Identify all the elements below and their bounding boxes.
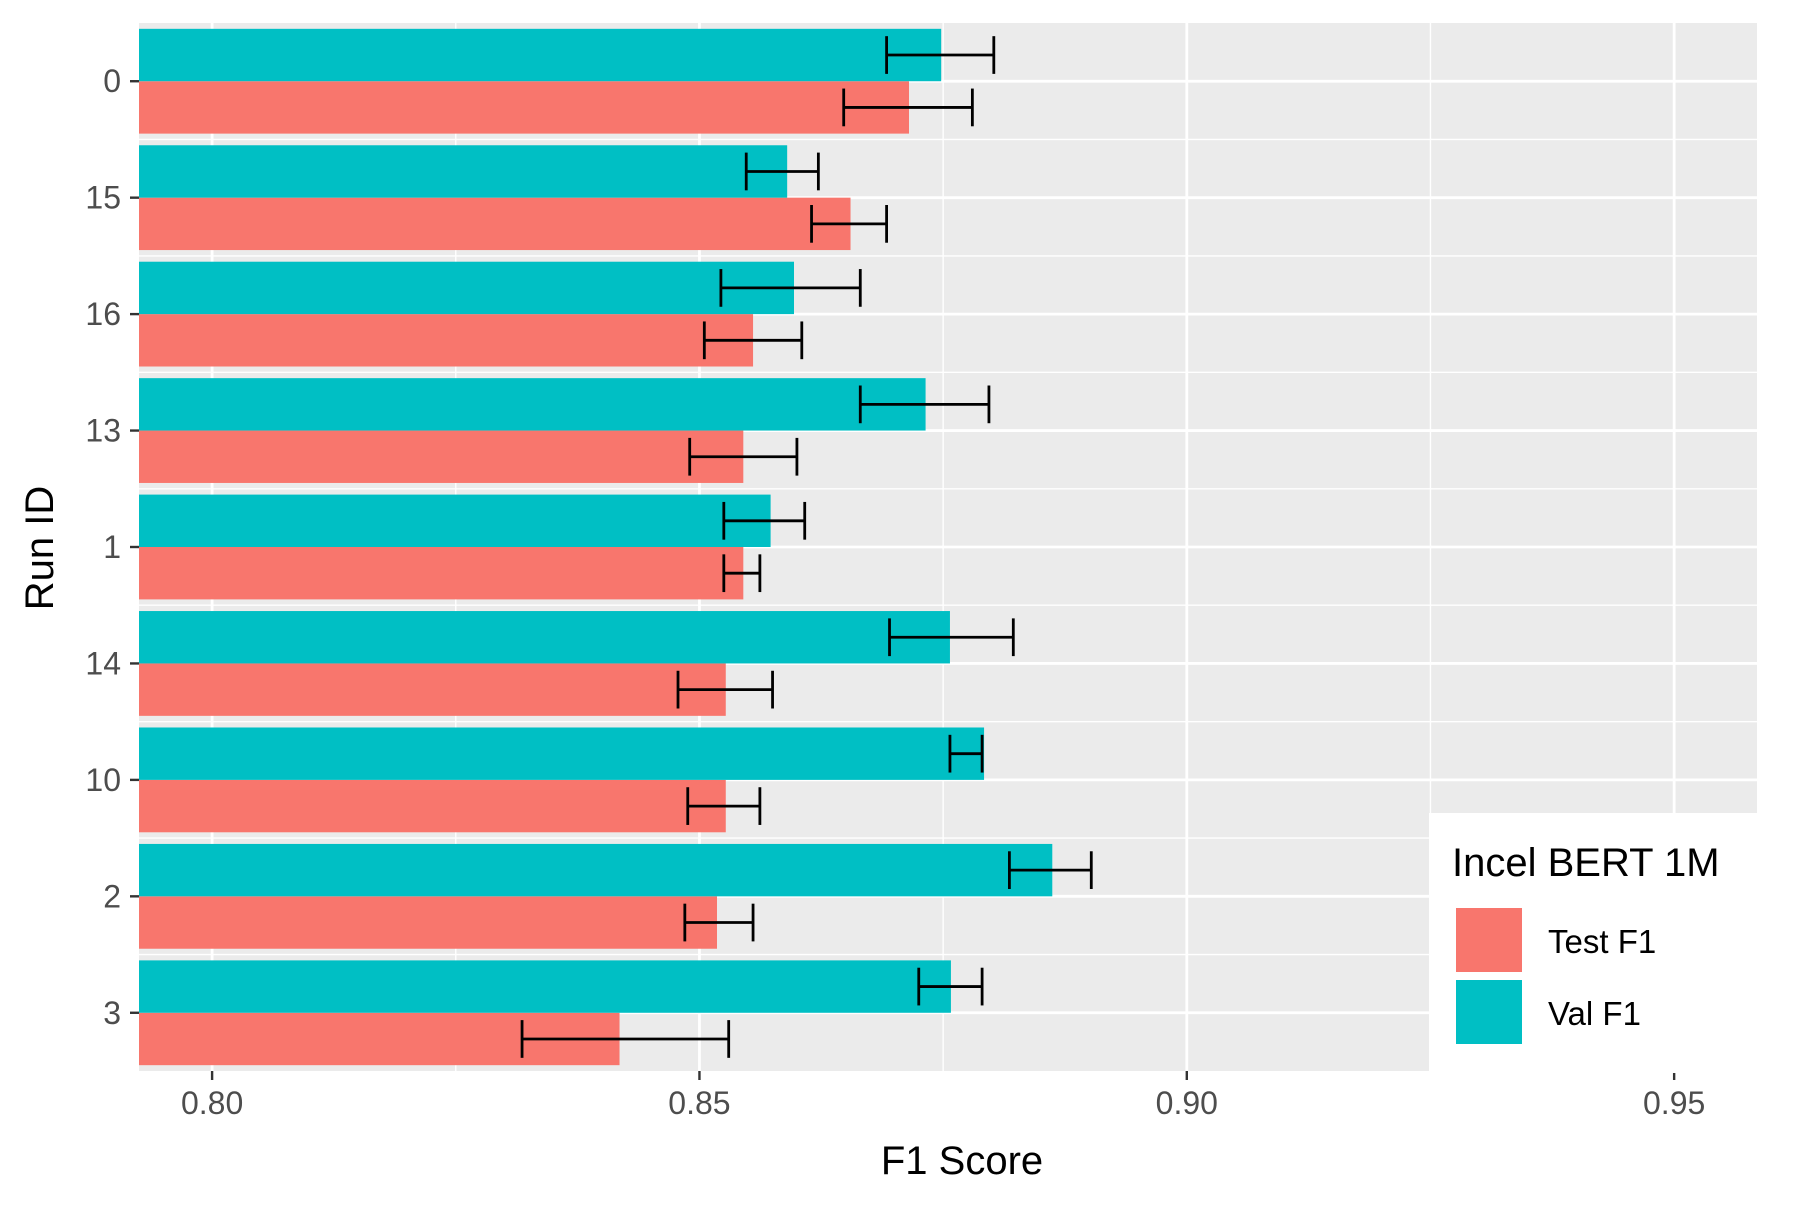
errorbar-test-f1-run-13 [688, 437, 799, 476]
legend-label-test-f1: Test F1 [1548, 923, 1656, 960]
x-axis: 0.80 0.85 0.90 0.95 [181, 1071, 1705, 1121]
bar-test-f1-run-10 [139, 779, 726, 833]
errorbar-test-f1-run-10 [686, 787, 762, 825]
bar-val-f1-run-3 [139, 960, 951, 1013]
errorbar-test-f1-run-2 [683, 903, 755, 942]
bar-val-f1-run-1 [139, 494, 771, 547]
errorbar-val-f1-run-1 [722, 501, 807, 540]
y-tick-label: 1 [103, 529, 121, 565]
errorbar-val-f1-run-3 [917, 967, 984, 1006]
x-axis-title: F1 Score [881, 1139, 1043, 1183]
bar-test-f1-run-0 [139, 81, 910, 134]
legend: Incel BERT 1M Test F1 Val F1 [1429, 813, 1799, 1073]
bar-val-f1-run-0 [139, 28, 942, 82]
error-bars [520, 36, 1093, 1058]
errorbar-test-f1-run-14 [676, 670, 774, 709]
bar-val-f1-run-16 [139, 261, 794, 315]
errorbar-val-f1-run-16 [719, 269, 862, 307]
y-tick-label: 2 [103, 878, 121, 914]
x-tick-label: 0.80 [181, 1085, 243, 1121]
bar-test-f1-run-2 [139, 896, 717, 949]
bar-val-f1-run-13 [139, 378, 926, 431]
legend-key-test-f1 [1456, 908, 1522, 972]
y-tick-label: 10 [85, 762, 121, 798]
errorbar-val-f1-run-10 [948, 734, 984, 773]
legend-title: Incel BERT 1M [1452, 841, 1720, 885]
x-tick-label: 0.95 [1643, 1085, 1705, 1121]
y-tick-label: 3 [103, 995, 121, 1031]
x-tick-label: 0.90 [1156, 1085, 1218, 1121]
errorbar-val-f1-run-14 [888, 618, 1015, 657]
errorbar-test-f1-run-3 [520, 1020, 731, 1058]
y-axis-title: Run ID [18, 486, 62, 611]
errorbar-val-f1-run-13 [858, 385, 991, 424]
bar-test-f1-run-13 [139, 430, 744, 483]
legend-key-val-f1 [1456, 980, 1522, 1044]
bar-test-f1-run-15 [139, 197, 851, 251]
bar-val-f1-run-14 [139, 611, 950, 664]
errorbar-test-f1-run-15 [810, 205, 888, 243]
errorbar-val-f1-run-0 [885, 36, 996, 74]
errorbar-val-f1-run-2 [1008, 851, 1093, 889]
y-tick-label: 16 [85, 296, 121, 332]
bar-test-f1-run-16 [139, 314, 754, 367]
y-tick-label: 13 [85, 413, 121, 449]
y-axis: 0 15 16 13 1 14 10 2 3 [85, 63, 139, 1031]
errorbar-test-f1-run-16 [702, 321, 804, 360]
bar-val-f1-run-10 [139, 727, 985, 780]
y-tick-label: 15 [85, 180, 121, 216]
bar-test-f1-run-1 [139, 547, 744, 600]
errorbar-test-f1-run-0 [842, 88, 974, 127]
bar-test-f1-run-14 [139, 663, 726, 716]
bar-val-f1-run-15 [139, 145, 788, 198]
errorbar-val-f1-run-15 [744, 152, 820, 191]
y-tick-label: 0 [103, 63, 121, 99]
y-tick-label: 14 [85, 645, 121, 681]
bar-val-f1-run-2 [139, 843, 1053, 897]
errorbar-test-f1-run-1 [722, 554, 762, 593]
legend-label-val-f1: Val F1 [1548, 995, 1641, 1032]
bars [139, 28, 1053, 1066]
x-tick-label: 0.85 [668, 1085, 730, 1121]
